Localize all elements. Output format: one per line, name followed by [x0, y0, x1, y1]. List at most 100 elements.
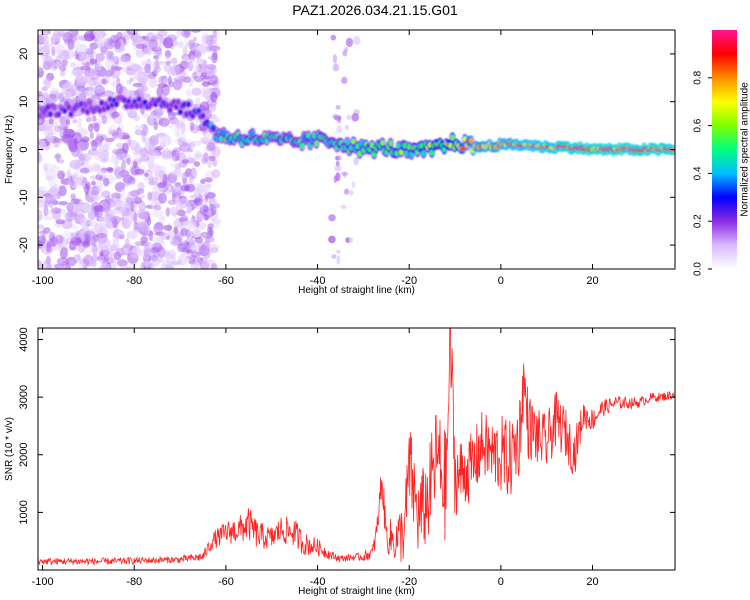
noise-speckle [147, 216, 152, 226]
noise-speckle [210, 91, 218, 103]
noise-speckle [344, 188, 350, 195]
noise-speckle [80, 65, 91, 71]
noise-speckle [147, 191, 152, 201]
noise-speckle [171, 57, 178, 65]
noise-speckle [138, 221, 146, 229]
noise-speckle [204, 238, 210, 249]
noise-speckle [176, 30, 182, 37]
noise-speckle [201, 34, 212, 46]
noise-speckle [38, 96, 47, 106]
noise-speckle [335, 105, 341, 110]
noise-speckle [38, 224, 44, 230]
noise-speckle [53, 44, 66, 53]
ridge-core [409, 151, 414, 157]
noise-speckle [45, 195, 57, 204]
x-axis-label: Height of straight line (km) [298, 285, 415, 296]
noise-speckle [99, 265, 106, 269]
noise-speckle [156, 112, 162, 119]
noise-speckle [120, 188, 127, 201]
noise-speckle [180, 75, 187, 82]
noise-speckle [82, 177, 88, 184]
noise-speckle [332, 63, 340, 72]
noise-speckle [56, 257, 69, 266]
noise-speckle [38, 66, 44, 73]
noise-speckle [130, 200, 135, 212]
y-tick-label: 1000 [18, 500, 30, 524]
noise-speckle [102, 205, 110, 214]
noise-speckle [150, 259, 160, 267]
noise-speckle [152, 209, 164, 218]
noise-speckle [154, 221, 164, 230]
ridge-core [429, 149, 435, 156]
noise-speckle [111, 131, 119, 140]
noise-speckle [328, 214, 336, 222]
noise-speckle [144, 172, 149, 177]
noise-speckle [53, 223, 63, 228]
noise-speckle [107, 167, 114, 173]
noise-speckle [336, 249, 341, 254]
y-tick-label: -10 [18, 189, 30, 205]
noise-speckle [153, 168, 160, 176]
noise-speckle [95, 52, 105, 62]
noise-speckle [48, 118, 54, 125]
noise-speckle [42, 216, 52, 221]
noise-speckle [336, 125, 343, 134]
y-tick-label: 10 [18, 96, 30, 108]
noise-speckle [62, 32, 73, 43]
noise-speckle [204, 130, 210, 140]
noise-speckle [43, 205, 49, 217]
noise-speckle [332, 54, 337, 64]
ridge-core [87, 99, 92, 106]
noise-speckle [89, 58, 98, 65]
noise-speckle [85, 181, 91, 190]
noise-speckle [38, 230, 47, 235]
noise-speckle [70, 202, 82, 214]
noise-speckle [70, 232, 82, 238]
noise-speckle [96, 180, 103, 192]
x-tick-label: -40 [310, 275, 326, 287]
noise-speckle [76, 85, 87, 92]
ridge-core [450, 135, 455, 141]
noise-speckle [60, 49, 70, 61]
noise-speckle [348, 237, 354, 244]
x-tick-label: -100 [32, 576, 54, 588]
noise-speckle [135, 43, 148, 50]
noise-speckle [76, 77, 85, 83]
noise-speckle [93, 149, 106, 161]
noise-speckle [341, 76, 348, 84]
noise-speckle [204, 259, 216, 265]
noise-speckle [59, 71, 66, 77]
noise-speckle [135, 50, 145, 58]
noise-speckle [73, 254, 81, 261]
noise-speckle [141, 60, 146, 67]
noise-speckle [57, 173, 63, 180]
colorbar-tick-label: 0.8 [693, 70, 704, 84]
noise-speckle [116, 153, 123, 160]
noise-speckle [140, 86, 145, 98]
ridge-core [351, 139, 356, 145]
noise-speckle [206, 141, 216, 151]
noise-speckle [97, 69, 109, 78]
x-tick-label: 0 [498, 275, 504, 287]
noise-speckle [212, 117, 221, 123]
noise-speckle [157, 182, 166, 188]
ridge-core [357, 150, 362, 157]
noise-speckle [351, 181, 356, 189]
x-tick-label: 20 [586, 275, 598, 287]
noise-speckle [133, 221, 139, 231]
noise-speckle [92, 164, 102, 172]
noise-speckle [94, 207, 103, 218]
noise-speckle [94, 64, 102, 71]
noise-speckle [122, 180, 131, 187]
ridge-core [299, 143, 305, 149]
noise-speckle [70, 198, 80, 205]
noise-speckle [174, 163, 181, 170]
noise-speckle [208, 243, 218, 254]
noise-speckle [169, 206, 179, 216]
noise-speckle [158, 214, 166, 224]
ridge-core [468, 138, 474, 144]
noise-speckle [165, 60, 172, 65]
noise-speckle [352, 35, 361, 45]
noise-speckle [119, 265, 132, 269]
noise-speckle [51, 207, 62, 214]
